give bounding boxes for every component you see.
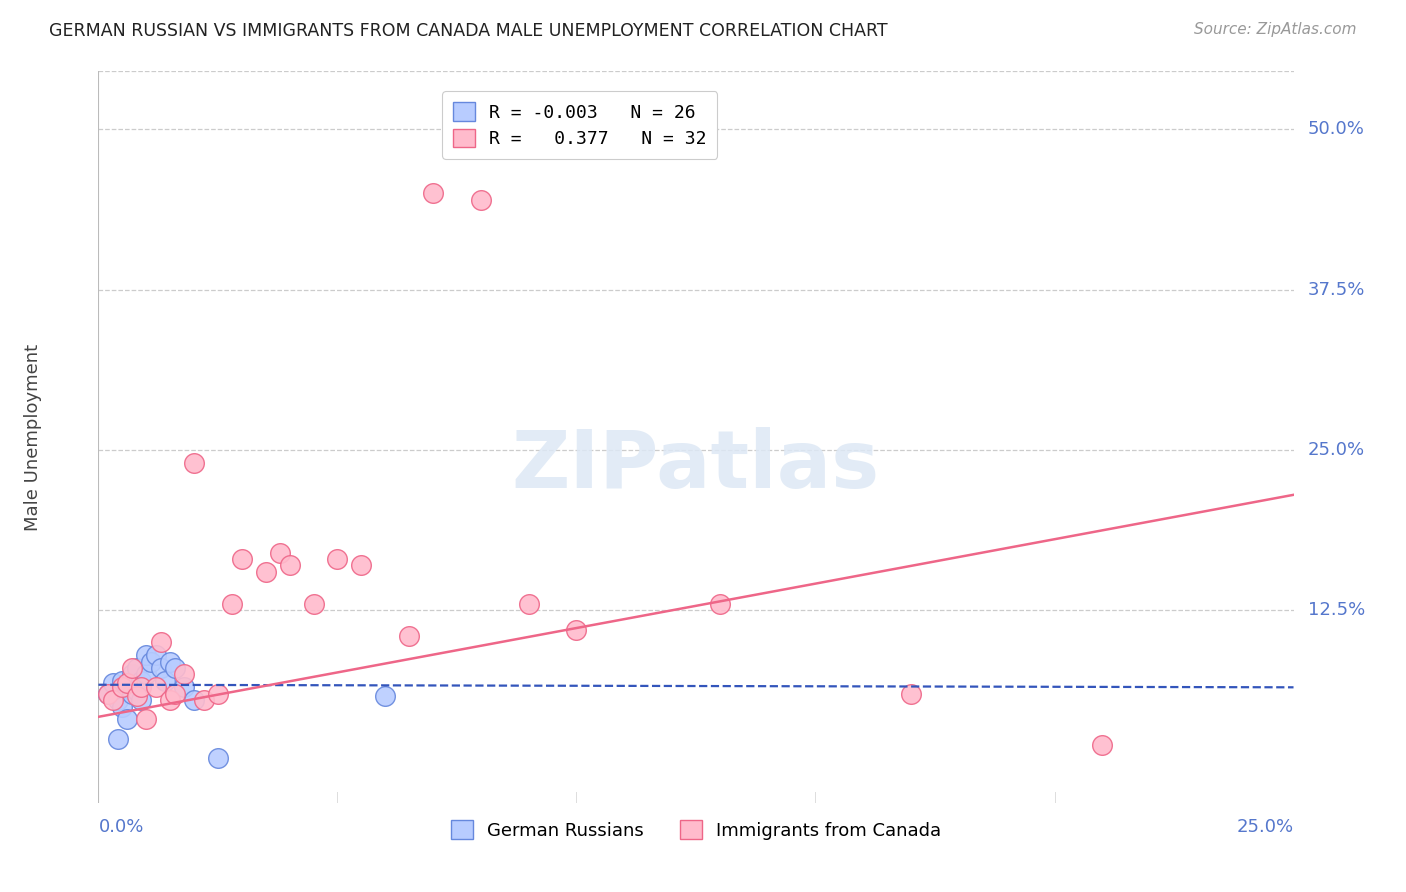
Point: [111, 673, 134, 688]
Point: [1091, 738, 1114, 752]
Point: [97, 687, 120, 701]
Point: [302, 597, 325, 611]
Point: [254, 565, 277, 579]
Point: [145, 648, 167, 663]
Point: [159, 655, 181, 669]
Point: [115, 676, 138, 690]
Point: [565, 623, 588, 637]
Point: [135, 648, 157, 663]
Point: [131, 681, 153, 695]
Text: Source: ZipAtlas.com: Source: ZipAtlas.com: [1194, 22, 1357, 37]
Point: [207, 687, 229, 701]
Text: ZIPatlas: ZIPatlas: [512, 427, 880, 506]
Point: [278, 558, 301, 573]
Point: [193, 693, 215, 707]
Point: [135, 667, 157, 681]
Text: 25.0%: 25.0%: [1308, 441, 1365, 458]
Point: [111, 699, 134, 714]
Point: [183, 693, 205, 707]
Point: [221, 597, 243, 611]
Point: [398, 629, 420, 643]
Legend: German Russians, Immigrants from Canada: German Russians, Immigrants from Canada: [441, 811, 950, 848]
Point: [207, 751, 229, 765]
Point: [131, 673, 153, 688]
Point: [121, 667, 143, 681]
Point: [139, 655, 162, 669]
Point: [145, 681, 167, 695]
Point: [350, 558, 373, 573]
Point: [326, 552, 349, 566]
Point: [101, 693, 124, 707]
Point: [470, 193, 492, 207]
Text: GERMAN RUSSIAN VS IMMIGRANTS FROM CANADA MALE UNEMPLOYMENT CORRELATION CHART: GERMAN RUSSIAN VS IMMIGRANTS FROM CANADA…: [49, 22, 887, 40]
Point: [709, 597, 731, 611]
Point: [149, 635, 172, 649]
Point: [900, 687, 922, 701]
Point: [121, 661, 143, 675]
Text: 12.5%: 12.5%: [1308, 601, 1365, 619]
Text: Male Unemployment: Male Unemployment: [24, 343, 42, 531]
Point: [374, 690, 396, 704]
Point: [155, 673, 177, 688]
Point: [125, 690, 148, 704]
Point: [135, 712, 157, 726]
Text: 25.0%: 25.0%: [1236, 818, 1294, 836]
Text: 37.5%: 37.5%: [1308, 280, 1365, 299]
Point: [173, 667, 195, 681]
Point: [125, 661, 148, 675]
Point: [111, 681, 134, 695]
Point: [121, 687, 143, 701]
Point: [125, 684, 148, 698]
Point: [517, 597, 540, 611]
Point: [101, 676, 124, 690]
Text: 50.0%: 50.0%: [1308, 120, 1365, 138]
Point: [107, 693, 129, 707]
Point: [183, 456, 205, 470]
Point: [149, 661, 172, 675]
Point: [115, 712, 138, 726]
Point: [131, 693, 153, 707]
Point: [269, 545, 291, 559]
Point: [173, 681, 195, 695]
Point: [163, 661, 186, 675]
Point: [115, 681, 138, 695]
Point: [163, 687, 186, 701]
Point: [422, 186, 444, 201]
Point: [159, 693, 181, 707]
Point: [231, 552, 253, 566]
Text: 0.0%: 0.0%: [98, 818, 143, 836]
Point: [97, 687, 120, 701]
Point: [107, 731, 129, 746]
